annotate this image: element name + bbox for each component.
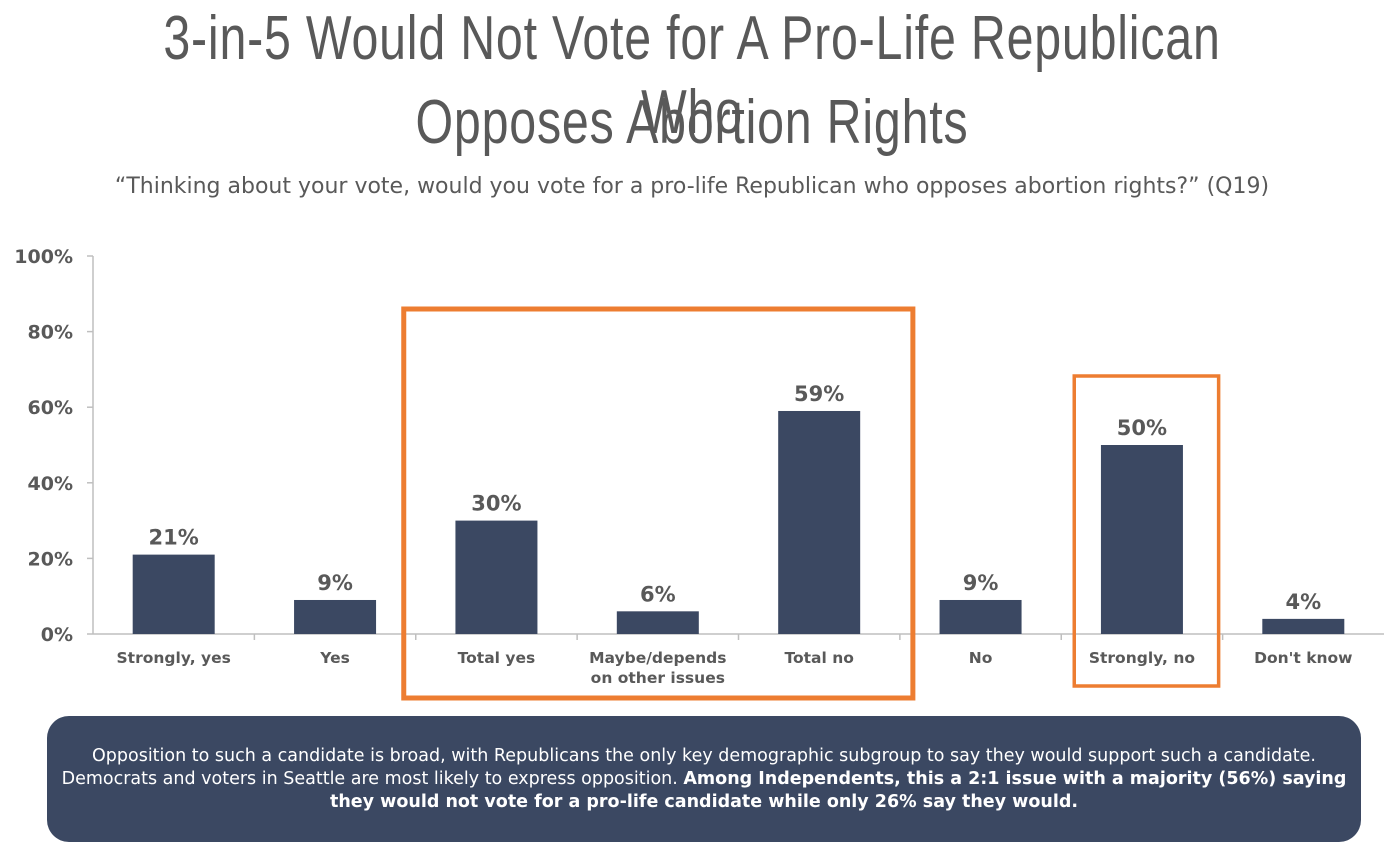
x-tick-label: Yes [319,649,350,667]
bar [455,520,538,634]
x-tick-label: Maybe/depends [589,649,726,667]
bar [1100,445,1183,634]
x-tick-label: No [969,649,993,667]
data-label: 4% [1285,590,1321,614]
bar [778,410,861,634]
bar [294,599,377,634]
data-label: 21% [149,526,199,550]
survey-question-subtitle: “Thinking about your vote, would you vot… [114,174,1270,199]
bar [939,599,1022,634]
callout-text: Opposition to such a candidate is broad,… [61,746,1316,789]
data-label: 30% [471,492,521,516]
y-tick-label: 40% [28,473,73,495]
y-tick-label: 100% [14,246,73,268]
y-tick-label: 80% [28,322,73,344]
data-label: 6% [640,582,676,606]
page-title-line-1: 3-in-5 Would Not Vote for A Pro-Life Rep… [163,4,1221,147]
data-label: 50% [1117,416,1167,440]
highlight-box [401,306,916,701]
data-label: 9% [317,571,353,595]
bar [132,554,215,634]
callout-box: Opposition to such a candidate is broad,… [47,716,1361,842]
data-label: 9% [963,571,999,595]
x-tick-label: Don't know [1254,649,1352,667]
y-tick-label: 60% [28,397,73,419]
x-tick-label: Total yes [458,649,536,667]
bar [616,611,699,634]
y-tick-label: 0% [41,624,73,646]
page-title-line-2: Opposes Abortion Rights [415,88,969,157]
bar-chart: 0% 20% 40% 60% 80% 100% 21% Strongly, yes 9% Yes 3… [14,246,1384,701]
highlight-box [1072,374,1221,688]
bar [1262,618,1345,634]
x-tick-label: Strongly, yes [117,649,231,667]
callout-bold-text: Among Independents, this a 2:1 issue wit… [329,769,1347,812]
x-tick-label: Strongly, no [1089,649,1195,667]
x-tick-label: on other issues [591,669,725,687]
y-tick-label: 20% [28,548,73,570]
x-tick-label: Total no [784,649,853,667]
data-label: 59% [794,382,844,406]
